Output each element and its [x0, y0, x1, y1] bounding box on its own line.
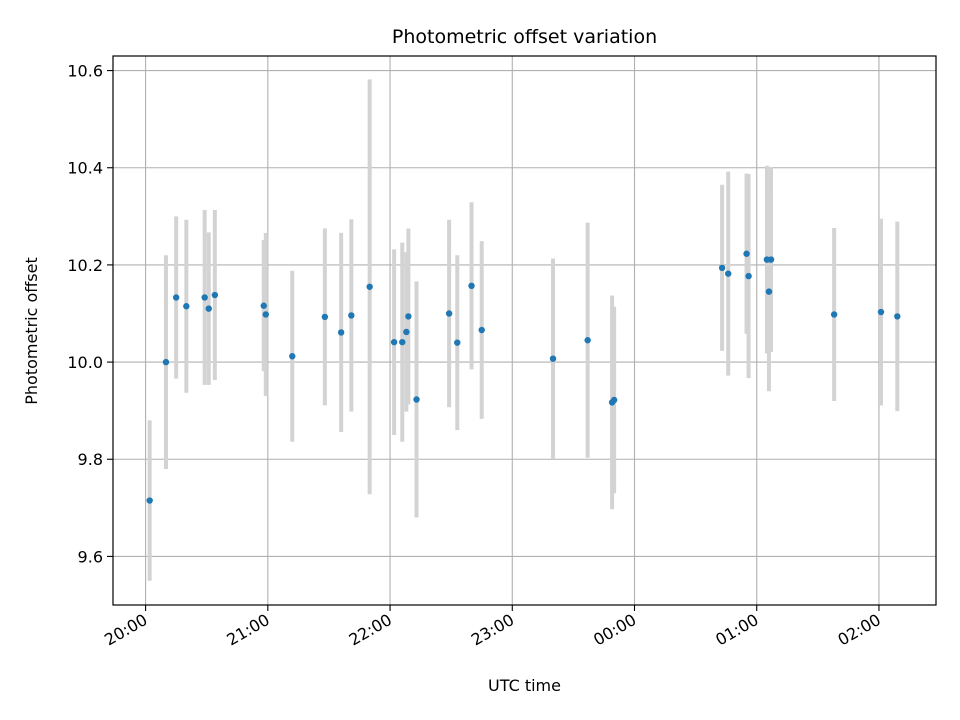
data-point	[830, 311, 838, 318]
data-point	[403, 328, 410, 336]
y-tick-label: 10.0	[67, 353, 103, 372]
data-point	[610, 396, 618, 404]
data-point	[348, 312, 355, 319]
data-point	[468, 282, 475, 290]
data-point	[478, 326, 485, 334]
data-point	[211, 291, 219, 299]
data-point	[201, 294, 208, 301]
x-axis-label: UTC time	[488, 676, 561, 695]
point-layer	[146, 250, 901, 504]
data-point	[289, 353, 296, 360]
grid-layer	[113, 56, 936, 605]
y-tick-label: 10.2	[67, 256, 103, 275]
data-point	[767, 256, 775, 263]
data-point	[205, 305, 212, 312]
data-point	[399, 338, 406, 346]
data-point	[405, 313, 412, 320]
data-point	[894, 313, 901, 320]
plot-frame	[112, 55, 937, 606]
data-point	[765, 288, 773, 295]
data-point	[743, 250, 750, 257]
y-tick-label: 10.6	[67, 62, 103, 81]
y-axis-label: Photometric offset	[22, 257, 41, 405]
data-point	[454, 339, 461, 346]
data-point	[162, 358, 170, 366]
data-point	[337, 329, 345, 336]
data-point	[260, 302, 267, 309]
data-point	[262, 311, 269, 318]
data-point	[183, 303, 190, 310]
data-point	[321, 313, 329, 321]
y-tick-label: 9.6	[78, 547, 103, 566]
data-point	[718, 264, 726, 272]
data-point	[366, 283, 373, 290]
data-point	[146, 497, 153, 504]
data-point	[584, 337, 591, 344]
data-point	[549, 355, 557, 362]
chart-title: Photometric offset variation	[392, 26, 657, 48]
y-tick-label: 9.8	[78, 450, 103, 469]
data-point	[877, 308, 885, 316]
data-point	[445, 310, 453, 317]
data-point	[725, 270, 732, 277]
data-point	[413, 396, 420, 403]
y-tick-label: 10.4	[67, 159, 103, 178]
data-point	[172, 294, 180, 301]
data-point	[390, 338, 398, 346]
data-point	[745, 272, 752, 280]
